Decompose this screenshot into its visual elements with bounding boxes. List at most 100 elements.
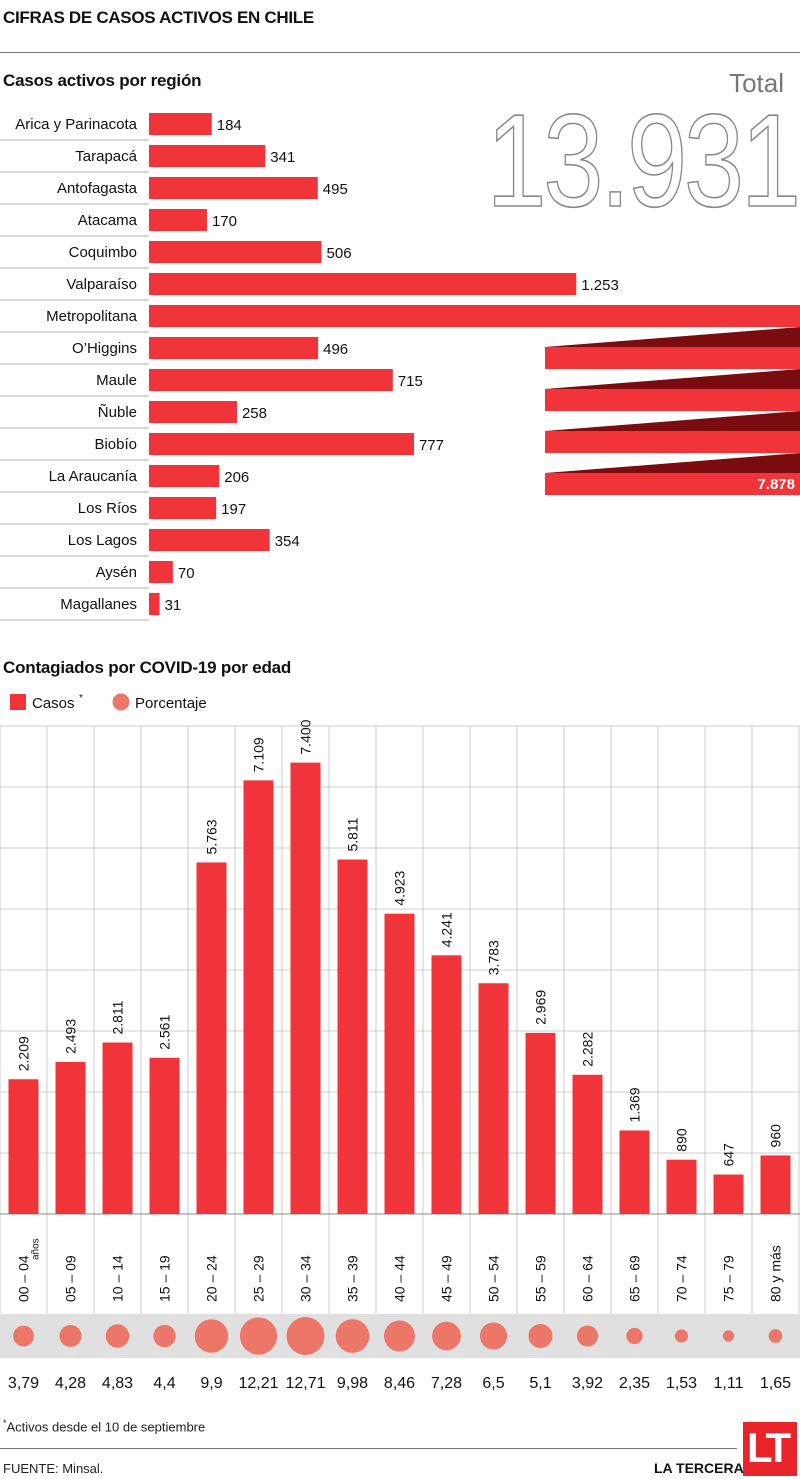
region-bar-segment [545, 347, 800, 369]
region-bar [149, 273, 577, 295]
age-bar [478, 983, 509, 1214]
region-label: Valparaíso [66, 276, 137, 293]
region-value: 258 [242, 405, 267, 422]
percentage-circle [13, 1325, 34, 1347]
percentage-value: 9,98 [337, 1375, 368, 1392]
region-bar [149, 497, 217, 519]
age-category-label: 25 – 29 [251, 1255, 267, 1302]
age-bar [760, 1155, 791, 1214]
region-value: 170 [212, 213, 237, 230]
region-bar [149, 177, 318, 199]
region-label: Los Lagos [68, 532, 137, 549]
age-category-label: 70 – 74 [674, 1255, 690, 1302]
region-label: La Araucanía [49, 468, 138, 485]
percentage-circle [153, 1324, 176, 1348]
percentage-circle [194, 1319, 229, 1353]
percentage-value: 7,28 [431, 1375, 462, 1392]
legend-swatch-porcentaje [112, 693, 130, 711]
percentage-value: 1,11 [714, 1375, 744, 1392]
region-label: O’Higgins [72, 340, 137, 357]
age-bar-value: 4.923 [392, 870, 408, 905]
percentage-circle [528, 1323, 553, 1349]
age-bar [102, 1042, 133, 1214]
age-bar [55, 1061, 86, 1214]
age-category-label: 10 – 14 [110, 1255, 126, 1302]
footer-divider [0, 1448, 737, 1449]
region-label: Los Ríos [78, 500, 137, 517]
legend-asterisk: * [79, 693, 83, 704]
source-note: FUENTE: Minsal. [3, 1461, 104, 1476]
percentage-value: 1,65 [760, 1375, 791, 1392]
age-unit-label: años [31, 1238, 42, 1260]
region-bar [149, 337, 319, 359]
region-bar [149, 529, 270, 551]
percentage-value: 3,79 [8, 1375, 39, 1392]
age-bar-value: 5.811 [345, 817, 361, 851]
age-bar [243, 780, 274, 1214]
region-value: 715 [398, 373, 423, 390]
age-category-label: 35 – 39 [345, 1255, 361, 1302]
age-bar-value: 2.209 [16, 1036, 32, 1071]
age-bar [290, 762, 321, 1214]
page-title: CIFRAS DE CASOS ACTIVOS EN CHILE [3, 8, 314, 27]
age-bar-value: 7.109 [251, 737, 267, 772]
age-category-label: 40 – 44 [392, 1255, 408, 1302]
region-bar-segment [545, 473, 800, 495]
age-category-label: 80 y más [768, 1245, 784, 1302]
age-bar-value: 960 [768, 1124, 784, 1148]
region-value: 206 [224, 469, 249, 486]
region-label: Aysén [96, 564, 137, 581]
age-category-label: 45 – 49 [439, 1255, 455, 1302]
percentage-circle [576, 1325, 599, 1347]
brand-logo: LT [743, 1422, 797, 1476]
region-value: 197 [221, 501, 246, 518]
region-bar [149, 433, 414, 455]
age-bar [149, 1057, 180, 1214]
age-bar-value: 4.241 [439, 912, 455, 947]
percentage-value: 4,4 [153, 1375, 175, 1392]
region-value: 496 [323, 341, 348, 358]
age-bar [196, 862, 227, 1214]
percentage-circle [105, 1324, 130, 1348]
age-bar-value: 3.783 [486, 940, 502, 975]
age-bar-value: 2.969 [533, 990, 549, 1025]
region-label: Magallanes [60, 596, 137, 613]
age-category-label: 30 – 34 [298, 1255, 314, 1302]
region-label: Antofagasta [57, 180, 138, 197]
region-bar [149, 113, 212, 135]
age-bar [337, 859, 368, 1214]
percentage-value: 5,1 [529, 1375, 551, 1392]
percentage-circle [286, 1317, 325, 1355]
age-category-label: 55 – 59 [533, 1255, 549, 1302]
age-category-label: 20 – 24 [204, 1255, 220, 1302]
region-value: 495 [323, 181, 348, 198]
age-bar-value: 647 [721, 1143, 737, 1167]
age-category-label: 00 – 04 [16, 1255, 32, 1302]
age-bar [572, 1074, 603, 1214]
region-bar-segment [545, 431, 800, 453]
percentage-value: 6,5 [482, 1375, 504, 1392]
footnote: *Activos desde el 10 de septiembre [3, 1418, 206, 1435]
percentage-circle [432, 1321, 461, 1351]
region-bar [149, 401, 237, 423]
age-bar [525, 1032, 556, 1214]
percentage-circle [383, 1320, 416, 1352]
region-bar [149, 145, 266, 167]
age-bar-value: 7.400 [298, 719, 314, 754]
region-value: 70 [178, 565, 195, 582]
region-value: 7.878 [757, 476, 795, 493]
percentage-value: 4,28 [55, 1375, 86, 1392]
region-bar [149, 593, 160, 615]
region-value: 184 [217, 117, 242, 134]
percentage-circle [768, 1329, 783, 1343]
region-value: 506 [327, 245, 352, 262]
age-bar-value: 5.763 [204, 819, 220, 854]
percentage-value: 12,21 [238, 1375, 278, 1392]
region-bar [149, 369, 393, 391]
total-value: 13.931 [486, 87, 800, 234]
age-bar [431, 955, 462, 1214]
total-label: Total [729, 68, 784, 98]
age-bar-value: 890 [674, 1128, 690, 1152]
region-bar [149, 241, 322, 263]
